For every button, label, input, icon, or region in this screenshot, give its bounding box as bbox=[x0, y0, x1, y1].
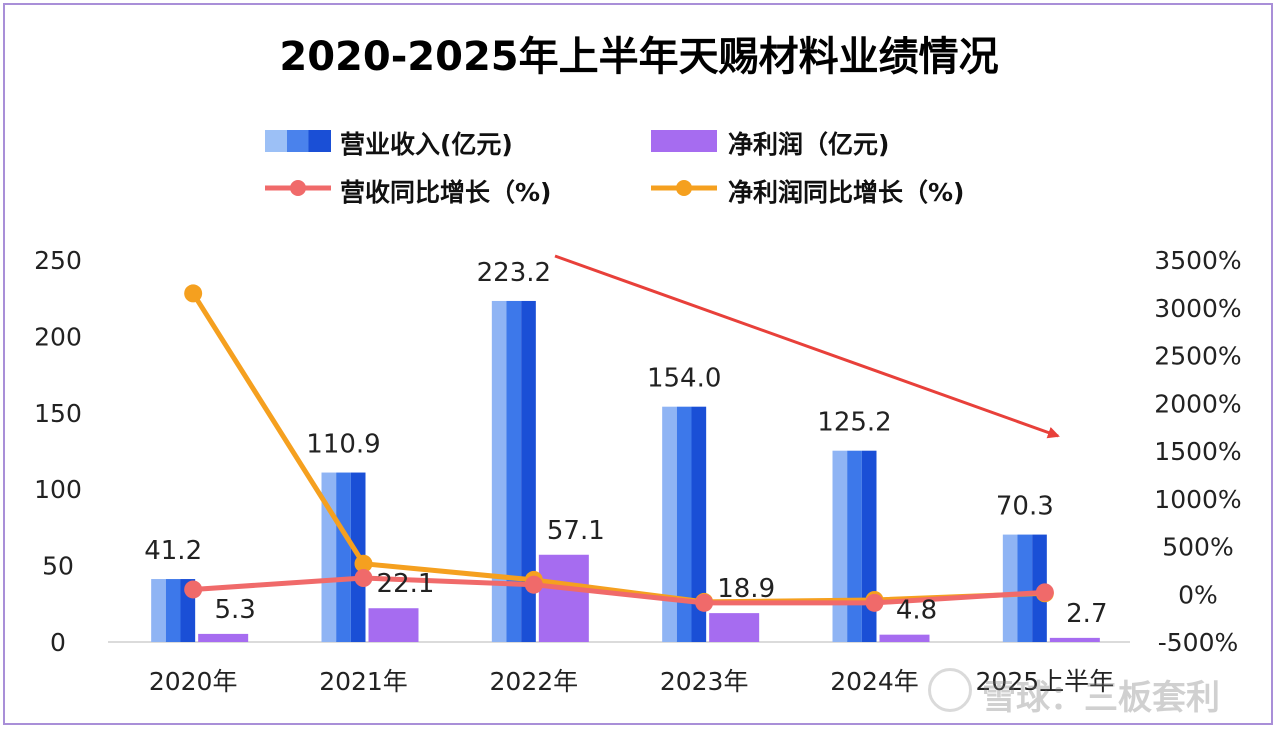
revenue-bar bbox=[662, 406, 707, 642]
right-tick-label: 2000% bbox=[1154, 389, 1241, 418]
profit-data-label: 57.1 bbox=[547, 516, 605, 546]
left-tick-label: 50 bbox=[42, 552, 74, 581]
profit-bar bbox=[198, 633, 249, 642]
profit-bar bbox=[538, 554, 589, 642]
watermark-text: 雪球：三板套利 bbox=[982, 678, 1220, 718]
revenue-bar-face-mid bbox=[847, 450, 862, 642]
revenue-bar-face-mid bbox=[676, 406, 692, 642]
watermark-logo bbox=[928, 668, 972, 712]
legend-label-profit-growth: 净利润同比增长（%) bbox=[728, 178, 965, 207]
x-tick-label: 2020年 bbox=[149, 667, 238, 696]
legend-swatch-revenue bbox=[265, 130, 331, 152]
revenue-bar bbox=[832, 450, 877, 642]
revenue-bar-face-dark bbox=[521, 300, 536, 642]
revenue-growth-point bbox=[695, 593, 714, 612]
profit-bar bbox=[368, 608, 419, 642]
revenue-data-label: 110.9 bbox=[306, 430, 380, 460]
revenue-data-label: 154.0 bbox=[647, 364, 721, 394]
revenue-data-label: 125.2 bbox=[817, 408, 891, 438]
revenue-bar-face-light bbox=[662, 406, 677, 642]
revenue-bar-face-light bbox=[1002, 534, 1018, 642]
right-tick-label: -500% bbox=[1158, 628, 1239, 657]
left-tick-label: 0 bbox=[50, 628, 66, 657]
legend-swatch-profit-growth bbox=[651, 180, 717, 196]
left-tick-label: 200 bbox=[34, 322, 82, 351]
legend-swatch-profit bbox=[651, 130, 717, 152]
revenue-bar-face-light bbox=[151, 579, 166, 642]
x-tick-label: 2021年 bbox=[319, 667, 408, 696]
profit-growth-point bbox=[354, 554, 373, 573]
revenue-growth-point bbox=[865, 593, 884, 612]
profit-data-label: 4.8 bbox=[896, 596, 937, 626]
revenue-bar-face-mid bbox=[336, 472, 351, 642]
trend-arrow bbox=[554, 254, 1060, 439]
x-tick-label: 2025上半年 bbox=[976, 667, 1115, 696]
right-tick-label: 3000% bbox=[1154, 294, 1241, 323]
left-tick-label: 150 bbox=[34, 399, 82, 428]
revenue-data-label: 70.3 bbox=[996, 492, 1054, 522]
revenue-growth-point bbox=[1035, 583, 1054, 602]
right-tick-label: 3500% bbox=[1154, 246, 1241, 275]
profit-bar bbox=[879, 634, 930, 642]
x-tick-label: 2023年 bbox=[660, 667, 749, 696]
profit-data-label: 22.1 bbox=[377, 569, 435, 599]
profit-data-label: 5.3 bbox=[214, 595, 255, 625]
revenue-bar-face-dark bbox=[691, 406, 707, 642]
revenue-data-label: 41.2 bbox=[144, 536, 202, 566]
profit-data-label: 2.7 bbox=[1066, 599, 1107, 629]
legend-label-revenue-growth: 营收同比增长（%) bbox=[340, 178, 552, 207]
left-tick-label: 250 bbox=[34, 246, 82, 275]
x-tick-label: 2022年 bbox=[490, 667, 579, 696]
revenue-bar bbox=[151, 579, 196, 642]
chart-title: 2020-2025年上半年天赐材料业绩情况 bbox=[279, 34, 999, 80]
revenue-bar-face-mid bbox=[1017, 534, 1033, 642]
x-tick-label: 2024年 bbox=[830, 667, 919, 696]
right-tick-label: 1500% bbox=[1154, 437, 1241, 466]
revenue-growth-point bbox=[354, 569, 373, 588]
revenue-bar-face-mid bbox=[165, 579, 181, 642]
right-tick-label: 1000% bbox=[1154, 485, 1241, 514]
legend-label-profit: 净利润（亿元) bbox=[728, 130, 890, 159]
legend-label-revenue: 营业收入(亿元) bbox=[340, 130, 513, 159]
revenue-growth-line bbox=[192, 575, 1045, 606]
right-tick-label: 0% bbox=[1178, 580, 1218, 609]
profit-bar bbox=[1049, 637, 1100, 642]
revenue-data-label: 223.2 bbox=[477, 258, 551, 288]
chart-frame bbox=[3, 3, 1273, 725]
legend-swatch-revenue-growth bbox=[265, 180, 331, 196]
revenue-bar-face-light bbox=[491, 300, 507, 642]
profit-data-label: 18.9 bbox=[717, 574, 775, 604]
revenue-bar bbox=[491, 300, 536, 642]
right-tick-label: 500% bbox=[1162, 533, 1233, 562]
left-tick-label: 100 bbox=[34, 475, 82, 504]
profit-bar bbox=[709, 613, 760, 642]
right-tick-label: 2500% bbox=[1154, 342, 1241, 371]
revenue-growth-point bbox=[524, 575, 543, 594]
revenue-bar-face-dark bbox=[861, 450, 877, 642]
revenue-growth-point bbox=[184, 580, 203, 599]
profit-growth-point bbox=[184, 284, 203, 303]
revenue-bar-face-mid bbox=[506, 300, 522, 642]
revenue-bar-face-light bbox=[832, 450, 848, 642]
